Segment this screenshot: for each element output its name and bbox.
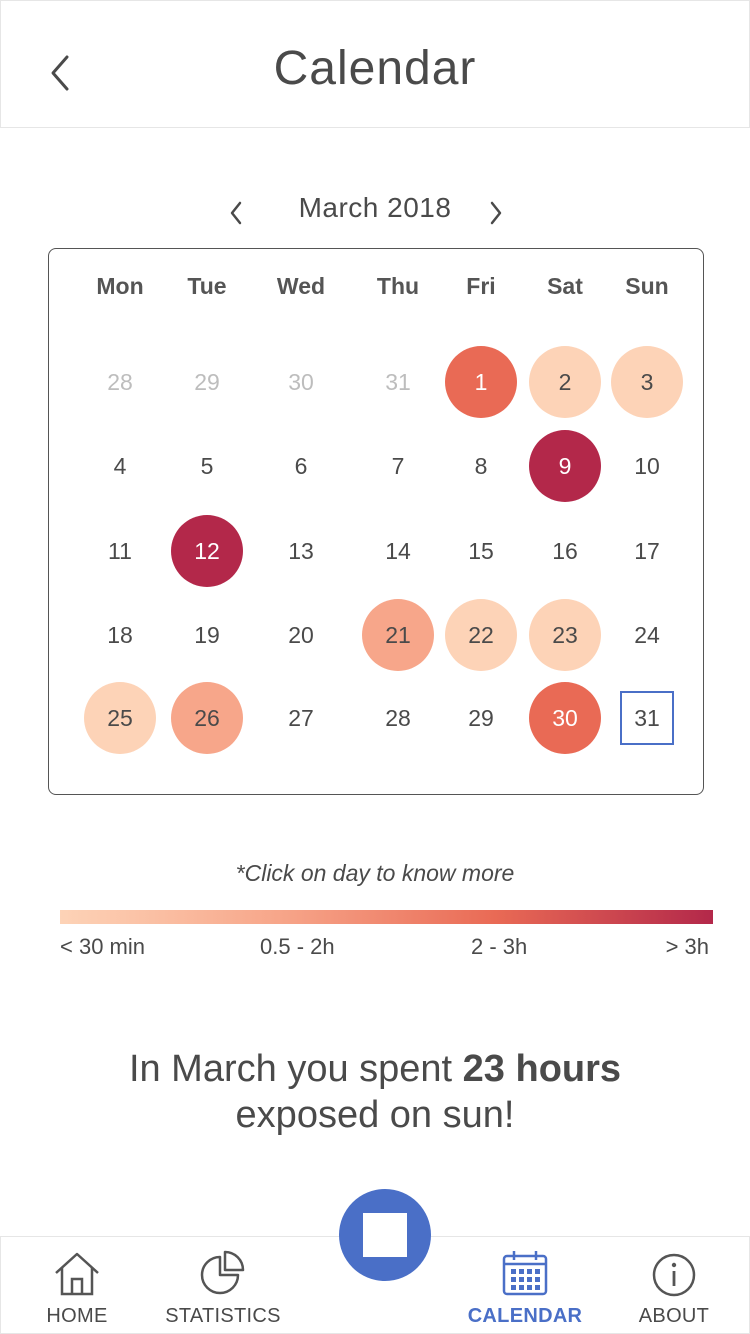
chevron-right-icon xyxy=(490,201,502,225)
weekday-header: Sun xyxy=(625,273,669,299)
weekday-header: Mon xyxy=(96,273,144,299)
weekday-header: Tue xyxy=(187,273,227,299)
tab-about-label: ABOUT xyxy=(638,1305,710,1327)
previous-month-button[interactable] xyxy=(219,196,253,230)
hint-text: *Click on day to know more xyxy=(235,860,515,886)
tab-statistics[interactable]: STATISTICS xyxy=(148,1247,298,1328)
calendar-day[interactable]: 2 xyxy=(529,346,601,418)
calendar-day[interactable]: 28 xyxy=(385,704,411,731)
legend-label: 2 - 3h xyxy=(471,934,528,959)
tab-calendar[interactable]: CALENDAR xyxy=(450,1247,600,1328)
back-button[interactable] xyxy=(35,45,85,101)
pie-chart-icon xyxy=(200,1250,245,1295)
calendar-day[interactable]: 23 xyxy=(529,599,601,671)
calendar-day[interactable]: 13 xyxy=(288,537,314,564)
home-icon xyxy=(55,1252,99,1296)
calendar-day[interactable]: 12 xyxy=(171,515,243,587)
legend-label: < 30 min xyxy=(60,934,145,959)
calendar-day[interactable]: 29 xyxy=(194,368,220,395)
calendar-day[interactable]: 22 xyxy=(445,599,517,671)
app-header: Calendar xyxy=(0,0,750,128)
calendar-day-selected[interactable]: 31 xyxy=(620,691,674,745)
calendar-grid: Mon Tue Wed Thu Fri Sat Sun 28 29 30 31 1 2 3 4 5 6 7 8 9 10… xyxy=(48,248,704,795)
calendar-day[interactable]: 26 xyxy=(171,682,243,754)
tab-statistics-label: STATISTICS xyxy=(165,1305,281,1327)
calendar-day[interactable]: 28 xyxy=(107,368,133,395)
calendar-day[interactable]: 16 xyxy=(552,537,578,564)
calendar-day[interactable]: 6 xyxy=(294,452,308,479)
chevron-left-icon xyxy=(51,55,69,91)
tab-home[interactable]: HOME xyxy=(2,1247,152,1328)
calendar-day[interactable]: 20 xyxy=(288,621,314,648)
legend-label: 0.5 - 2h xyxy=(260,934,335,959)
summary-suffix: exposed on sun! xyxy=(235,1094,515,1136)
calendar-day[interactable]: 19 xyxy=(194,621,220,648)
calendar-day[interactable]: 9 xyxy=(529,430,601,502)
tab-calendar-label: CALENDAR xyxy=(467,1305,583,1327)
calendar-day[interactable]: 10 xyxy=(634,452,660,479)
calendar-day[interactable]: 14 xyxy=(385,537,411,564)
calendar-day[interactable]: 31 xyxy=(385,368,411,395)
legend-label: > 3h xyxy=(665,934,709,959)
weekday-header: Fri xyxy=(466,273,496,299)
calendar-day[interactable]: 17 xyxy=(634,537,660,564)
info-icon xyxy=(652,1253,696,1297)
stop-tracking-button[interactable] xyxy=(339,1189,431,1281)
chevron-left-icon xyxy=(230,201,242,225)
calendar-day[interactable]: 30 xyxy=(288,368,314,395)
month-navigator: March 2018 xyxy=(0,190,750,234)
calendar-day[interactable]: 15 xyxy=(468,537,494,564)
weekday-header: Wed xyxy=(276,273,326,299)
calendar-day[interactable]: 29 xyxy=(468,704,494,731)
calendar-day[interactable]: 7 xyxy=(391,452,405,479)
calendar-day[interactable]: 24 xyxy=(634,621,660,648)
monthly-summary: In March you spent 23 hours exposed on s… xyxy=(0,1046,750,1138)
page-title: Calendar xyxy=(273,42,477,95)
stop-icon xyxy=(363,1213,407,1257)
calendar-day[interactable]: 30 xyxy=(529,682,601,754)
calendar-day[interactable]: 25 xyxy=(84,682,156,754)
next-month-button[interactable] xyxy=(479,196,513,230)
calendar-day[interactable]: 8 xyxy=(474,452,488,479)
calendar-day[interactable]: 11 xyxy=(108,537,132,564)
weekday-header: Thu xyxy=(376,273,420,299)
calendar-icon xyxy=(502,1251,548,1296)
calendar-day[interactable]: 3 xyxy=(611,346,683,418)
calendar-day[interactable]: 5 xyxy=(200,452,214,479)
calendar-day[interactable]: 4 xyxy=(113,452,127,479)
summary-prefix: In March you spent xyxy=(128,1048,463,1090)
calendar-day[interactable]: 18 xyxy=(107,621,133,648)
legend-gradient-bar xyxy=(60,910,713,924)
month-label: March 2018 xyxy=(298,192,452,223)
tab-home-label: HOME xyxy=(46,1305,108,1327)
weekday-header: Sat xyxy=(547,273,583,299)
calendar-day[interactable]: 27 xyxy=(288,704,314,731)
summary-hours: 23 hours xyxy=(462,1048,622,1090)
tab-about[interactable]: ABOUT xyxy=(599,1247,749,1328)
calendar-day[interactable]: 1 xyxy=(445,346,517,418)
calendar-day[interactable]: 21 xyxy=(362,599,434,671)
